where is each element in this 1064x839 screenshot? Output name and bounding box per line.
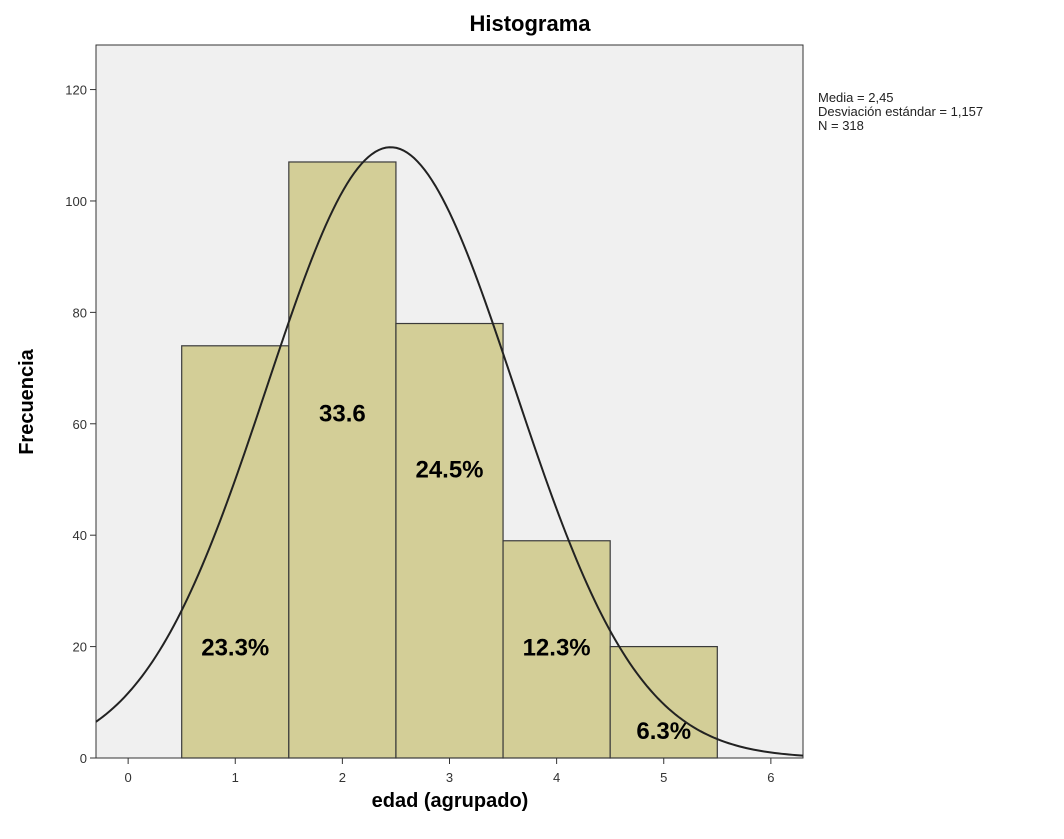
x-tick-label: 3 bbox=[446, 770, 453, 785]
bar-percentage-label: 6.3% bbox=[636, 718, 691, 745]
y-axis: 0 20 40 60 80 100 120 bbox=[65, 83, 96, 766]
y-axis-label: Frecuencia bbox=[16, 348, 38, 454]
y-tick-label: 0 bbox=[80, 751, 87, 766]
x-tick-label: 2 bbox=[339, 770, 346, 785]
y-tick-label: 120 bbox=[65, 83, 87, 98]
x-axis: 0 1 2 3 4 5 6 bbox=[125, 758, 774, 785]
histogram-bar bbox=[395, 322, 504, 759]
y-tick-label: 20 bbox=[73, 640, 87, 655]
y-tick-label: 40 bbox=[73, 528, 87, 543]
bars-group bbox=[181, 161, 718, 759]
bar-percentage-label: 33.6 bbox=[319, 401, 366, 428]
histogram-bar bbox=[181, 345, 290, 759]
bar-percentage-label: 23.3% bbox=[201, 635, 269, 662]
stats-line: Media = 2,45 bbox=[818, 90, 894, 105]
histogram-bar bbox=[502, 540, 611, 759]
stats-line: N = 318 bbox=[818, 118, 864, 133]
x-tick-label: 0 bbox=[125, 770, 132, 785]
bar-percentage-label: 12.3% bbox=[523, 635, 591, 662]
histogram-bar bbox=[609, 645, 718, 759]
x-tick-label: 6 bbox=[767, 770, 774, 785]
stats-line: Desviación estándar = 1,157 bbox=[818, 104, 983, 119]
y-tick-label: 100 bbox=[65, 194, 87, 209]
x-tick-label: 4 bbox=[553, 770, 560, 785]
bar-percentage-label: 24.5% bbox=[415, 456, 483, 483]
x-tick-label: 1 bbox=[232, 770, 239, 785]
y-tick-label: 60 bbox=[73, 417, 87, 432]
normal-curve bbox=[95, 146, 804, 757]
x-tick-label: 5 bbox=[660, 770, 667, 785]
bar-labels-group: 23.3% 33.6 24.5% 12.3% 6.3% bbox=[201, 401, 691, 746]
histogram-bar bbox=[288, 161, 397, 759]
y-tick-label: 80 bbox=[73, 305, 87, 320]
x-axis-label: edad (agrupado) bbox=[372, 790, 529, 812]
chart-title: Histograma bbox=[469, 11, 591, 36]
